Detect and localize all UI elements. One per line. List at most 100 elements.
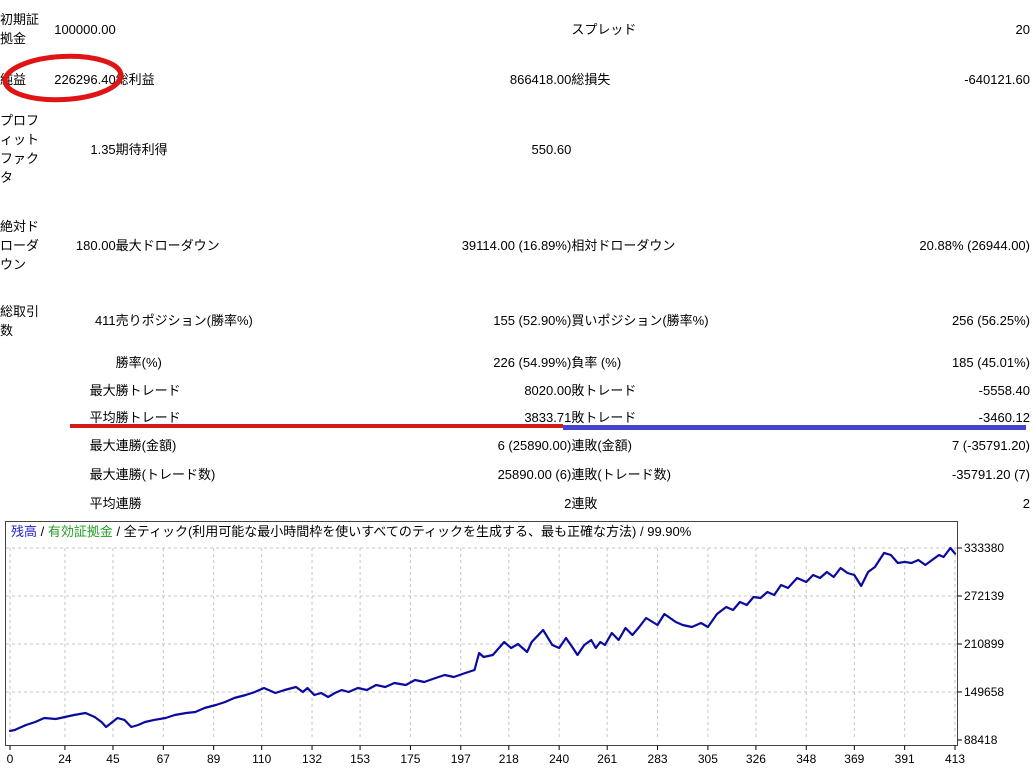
x-axis-tick-label: 305 [698, 752, 718, 766]
x-axis-tick-label: 153 [350, 752, 370, 766]
stat-value: 226 (54.99%) [493, 355, 572, 370]
x-axis-tick-label: 348 [796, 752, 816, 766]
stat-value: 550.60 [531, 141, 572, 157]
stat-label: 初期証拠金 [0, 12, 40, 46]
x-axis-tick-label: 67 [157, 752, 171, 766]
stat-value: 7 (-35791.20) [951, 438, 1030, 453]
stat-label: 敗トレード [571, 383, 637, 398]
stat-row: 勝率(%) 226 (54.99%) 負率 (%) 185 (45.01%) [0, 348, 1030, 377]
y-axis-tick-label: 149658 [964, 685, 1004, 699]
chart-header-segment: 有効証拠金 [47, 524, 113, 539]
stat-label [116, 0, 348, 58]
stat-label: 連敗 [571, 495, 598, 511]
x-axis-tick-label: 175 [400, 752, 420, 766]
stat-value: 180.00 [75, 238, 116, 253]
stat-label: 連勝(金額) [115, 438, 177, 453]
stat-value: 最大 [89, 438, 116, 453]
stat-value: -35791.20 (7) [951, 467, 1030, 482]
stat-value: -3460.12 [978, 410, 1030, 425]
stat-value [348, 0, 571, 58]
stat-label: 勝トレード [115, 410, 181, 425]
x-axis-tick-label: 218 [499, 752, 519, 766]
x-axis-tick-label: 369 [844, 752, 864, 766]
stat-label: 連勝(トレード数) [115, 467, 216, 482]
stat-value: 185 (45.01%) [951, 355, 1030, 370]
y-axis-tick-label: 333380 [964, 541, 1004, 555]
stat-label: 総利益 [115, 71, 155, 87]
stat-row: 平均 連勝 2 連敗 2 [0, 489, 1030, 517]
chart-header-segment: / [37, 524, 48, 539]
stat-label: 売りポジション(勝率%) [115, 313, 253, 328]
stat-label: 最大ドローダウン [115, 238, 220, 253]
stat-label: 勝トレード [115, 383, 181, 398]
stat-label: 連敗(トレード数) [571, 467, 671, 482]
chart-header-segment: / [112, 524, 124, 539]
stat-row: 絶対ドローダウン 180.00 最大ドローダウン 39114.00 (16.89%) 相… [0, 198, 1030, 293]
stat-value: 25890.00 (6) [497, 467, 572, 482]
stat-value: 3833.71 [524, 410, 572, 425]
x-axis-tick-label: 24 [58, 752, 72, 766]
stat-label [0, 404, 40, 431]
y-axis-tick-label: 272139 [964, 589, 1004, 603]
chart-header-segment: 残高 [11, 524, 38, 539]
stat-label [0, 489, 40, 517]
stat-value: 最大 [89, 383, 116, 398]
stat-label: 総取引数 [0, 303, 40, 338]
x-axis-tick-label: 261 [597, 752, 617, 766]
x-axis-tick-label: 326 [746, 752, 766, 766]
stat-row: 総取引数 411 売りポジション(勝率%) 155 (52.90%) 買いポジション(勝… [0, 293, 1030, 348]
stat-value: 1.35 [90, 141, 116, 157]
x-axis-tick-label: 391 [895, 752, 915, 766]
stat-value: 411 [94, 313, 116, 328]
stat-label: スプレッド [571, 21, 637, 37]
avg-loss-underline-annotation [563, 425, 1026, 430]
stat-value [805, 100, 1030, 198]
balance-chart-svg: 0 24 45 67 89 110 132 153 175 197 218 240 261 283 305 3… [5, 521, 1004, 766]
stat-label: 敗トレード [571, 410, 637, 425]
x-axis-tick-label: 413 [945, 752, 965, 766]
stat-label: 期待利得 [115, 141, 168, 157]
stat-row: 最大 連勝(金額) 6 (25890.00) 連敗(金額) 7 (-35791.20) [0, 431, 1030, 460]
chart-header: 残高 / 有効証拠金 / 全ティック(利用可能な最小時間枠を使いすべてのティック… [11, 524, 691, 540]
stat-value: 20.88% (26944.00) [919, 238, 1030, 253]
stat-value: -5558.40 [978, 383, 1030, 398]
stat-value: 2 [1022, 495, 1030, 511]
balance-line [8, 546, 957, 732]
stat-label: プロフィットファクタ [0, 113, 40, 185]
stat-label: 総損失 [571, 71, 611, 87]
stat-row: プロフィットファクタ 1.35 期待利得 550.60 [0, 100, 1030, 198]
stat-label: 純益 [0, 71, 27, 87]
stat-label [0, 431, 40, 460]
stat-row: 最大 勝トレード 8020.00 敗トレード -5558.40 [0, 377, 1030, 404]
x-axis-tick-label: 45 [106, 752, 120, 766]
y-axis-tick-label: 88418 [964, 733, 998, 747]
stat-value: 平均 [89, 410, 116, 425]
x-axis-tick-label: 132 [302, 752, 322, 766]
stat-row: 初期証拠金 100000.00 スプレッド 20 [0, 0, 1030, 58]
x-axis-tick-label: 110 [252, 752, 271, 766]
x-axis-tick-label: 240 [549, 752, 569, 766]
stat-value: 平均 [89, 495, 116, 511]
stat-label [0, 377, 40, 404]
stat-value: 256 (56.25%) [951, 313, 1030, 328]
x-axis-tick-label: 89 [207, 752, 221, 766]
stat-label: 買いポジション(勝率%) [571, 313, 709, 328]
stats-table-body: 初期証拠金 100000.00 スプレッド 20 純益 226296.40 総利益 86641… [0, 0, 1030, 517]
stat-row: 純益 226296.40 総利益 866418.00 総損失 -640121.60 [0, 58, 1030, 100]
stat-row: 最大 連勝(トレード数) 25890.00 (6) 連敗(トレード数) -35791.2… [0, 460, 1030, 489]
stat-row: 平均 勝トレード 3833.71 敗トレード -3460.12 [0, 404, 1030, 431]
balance-chart: 0 24 45 67 89 110 132 153 175 197 218 240 261 283 305 3… [0, 519, 1034, 774]
stat-label [571, 100, 804, 198]
stat-value: 100000.00 [54, 21, 116, 37]
chart-border [5, 521, 958, 746]
stat-label: 連敗(金額) [571, 438, 632, 453]
y-axis-tick-label: 210899 [964, 637, 1004, 651]
stat-value: 39114.00 (16.89%) [461, 238, 572, 253]
stat-value: -640121.60 [964, 71, 1030, 87]
stat-label [0, 460, 40, 489]
x-axis-tick-label: 283 [648, 752, 668, 766]
stat-value: 866418.00 [509, 71, 572, 87]
x-axis-tick-label: 197 [451, 752, 471, 766]
chart-header-segment: 全ティック(利用可能な最小時間枠を使いすべてのティックを生成する、最も正確な方法… [123, 524, 692, 539]
stat-value: 2 [564, 495, 572, 511]
